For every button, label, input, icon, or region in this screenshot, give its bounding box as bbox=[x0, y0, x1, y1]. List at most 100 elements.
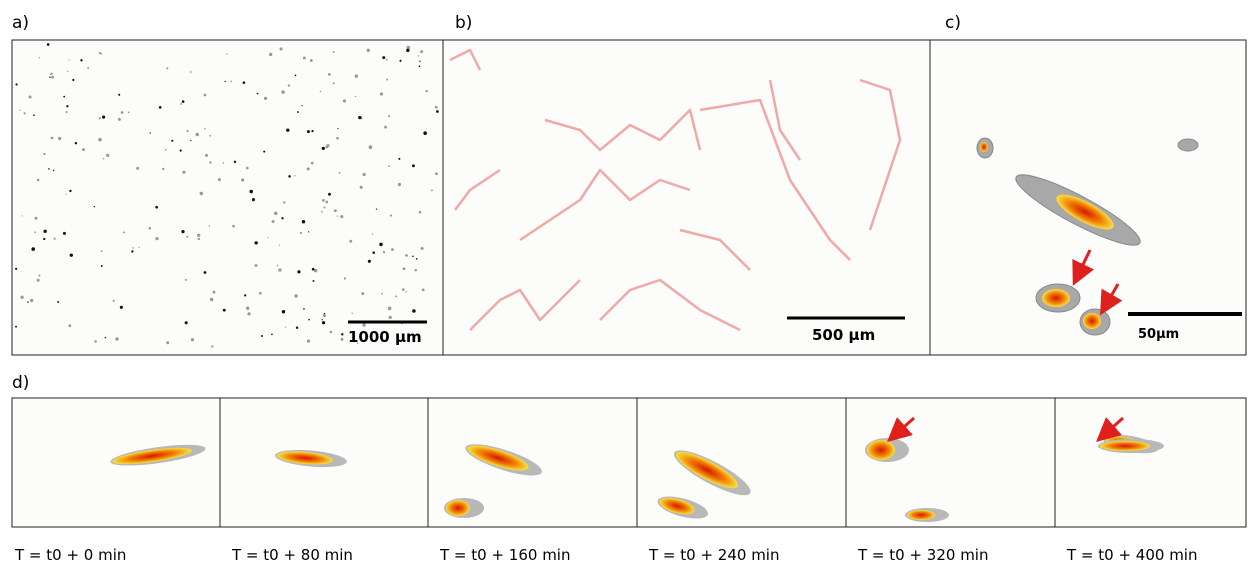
time-label: T = t0 + 400 min bbox=[1066, 546, 1197, 564]
particle bbox=[254, 241, 258, 245]
cell bbox=[675, 451, 739, 489]
cell bbox=[467, 445, 529, 471]
particle bbox=[102, 157, 105, 160]
particle bbox=[72, 78, 75, 82]
particle bbox=[87, 67, 90, 69]
particle bbox=[256, 92, 259, 95]
particle bbox=[281, 217, 284, 220]
particle bbox=[301, 220, 306, 224]
particle bbox=[281, 90, 285, 94]
particle bbox=[425, 89, 428, 93]
particle bbox=[31, 247, 35, 251]
particle bbox=[19, 109, 21, 111]
particle bbox=[58, 136, 62, 141]
particle bbox=[36, 278, 40, 282]
particle bbox=[166, 341, 170, 345]
particle bbox=[313, 268, 318, 273]
cell bbox=[867, 440, 895, 460]
particle bbox=[186, 130, 189, 133]
particle bbox=[372, 251, 375, 254]
particle bbox=[271, 219, 275, 223]
scale-bar-label: 50µm bbox=[1138, 327, 1179, 342]
particle bbox=[323, 312, 326, 315]
particle bbox=[120, 111, 124, 114]
particle bbox=[261, 335, 263, 337]
scale-bar-label: 1000 µm bbox=[348, 328, 422, 346]
particle bbox=[195, 132, 199, 137]
particle bbox=[181, 230, 185, 234]
particle bbox=[27, 301, 29, 303]
particle bbox=[46, 43, 50, 46]
particle bbox=[100, 264, 103, 267]
particle bbox=[28, 95, 32, 99]
particle bbox=[419, 60, 421, 63]
particle bbox=[158, 105, 162, 109]
time-label: T = t0 + 320 min bbox=[857, 546, 988, 564]
particle bbox=[388, 315, 392, 320]
particle bbox=[112, 299, 115, 302]
particle bbox=[232, 224, 235, 228]
particle bbox=[402, 267, 406, 271]
particle bbox=[417, 55, 420, 57]
particle bbox=[273, 211, 278, 216]
particle bbox=[412, 309, 416, 313]
particle bbox=[190, 71, 192, 73]
particle bbox=[340, 215, 344, 219]
particle bbox=[321, 146, 325, 151]
particle bbox=[349, 239, 353, 243]
particle bbox=[358, 115, 362, 120]
particle bbox=[430, 189, 433, 192]
particle bbox=[362, 323, 366, 327]
time-label: T = t0 + 240 min bbox=[648, 546, 779, 564]
particle bbox=[57, 301, 60, 303]
particle bbox=[21, 215, 23, 217]
particle bbox=[166, 67, 169, 70]
particle bbox=[299, 231, 303, 235]
particle bbox=[230, 80, 233, 83]
particle bbox=[43, 152, 46, 156]
particle bbox=[375, 208, 378, 210]
particle bbox=[244, 294, 247, 297]
particle bbox=[367, 259, 371, 263]
particle bbox=[302, 56, 306, 60]
panel-label: c) bbox=[945, 13, 961, 33]
particle bbox=[43, 237, 46, 241]
particle bbox=[222, 162, 225, 164]
particle bbox=[411, 164, 415, 168]
particle bbox=[242, 81, 246, 84]
particle bbox=[325, 200, 329, 204]
particle bbox=[182, 170, 186, 174]
particle bbox=[34, 231, 37, 234]
particle bbox=[43, 229, 47, 233]
particle bbox=[321, 321, 326, 325]
particle bbox=[391, 248, 394, 251]
particle bbox=[258, 291, 262, 295]
particle bbox=[68, 324, 72, 328]
cell bbox=[446, 500, 470, 516]
particle bbox=[48, 168, 50, 170]
particle bbox=[162, 167, 165, 171]
particle bbox=[420, 247, 424, 250]
particle bbox=[148, 226, 152, 230]
arrow bbox=[887, 416, 915, 442]
image-b bbox=[442, 39, 931, 356]
particle bbox=[132, 247, 134, 249]
particle bbox=[184, 321, 188, 325]
particle bbox=[326, 144, 330, 147]
particle bbox=[80, 59, 83, 62]
particle bbox=[122, 231, 125, 234]
particle bbox=[271, 333, 273, 336]
particle bbox=[368, 145, 373, 150]
particle bbox=[50, 72, 53, 75]
particle bbox=[104, 336, 107, 339]
particle bbox=[435, 172, 438, 176]
particle bbox=[65, 193, 67, 195]
particle bbox=[336, 136, 339, 140]
particle bbox=[30, 298, 34, 303]
particle bbox=[241, 178, 245, 182]
particle bbox=[15, 267, 18, 270]
particle bbox=[319, 90, 322, 93]
particle bbox=[93, 205, 96, 208]
particle bbox=[401, 288, 405, 292]
particle bbox=[337, 127, 339, 130]
